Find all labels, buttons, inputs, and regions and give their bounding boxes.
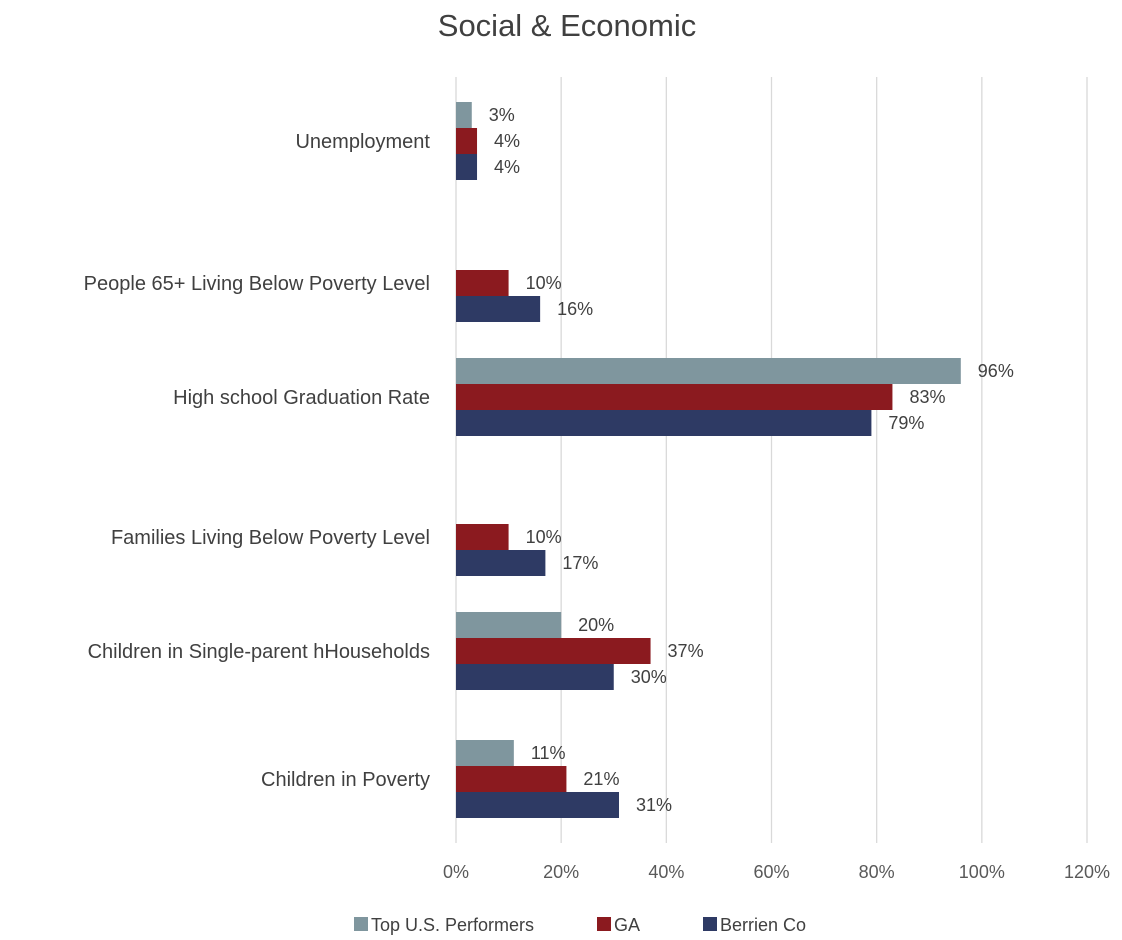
chart-title: Social & Economic bbox=[438, 8, 696, 43]
bar bbox=[456, 128, 478, 154]
category-label: People 65+ Living Below Poverty Level bbox=[84, 273, 430, 295]
data-label: 30% bbox=[631, 667, 667, 687]
data-label: 3% bbox=[489, 105, 515, 125]
data-label: 31% bbox=[636, 795, 672, 815]
x-tick-label: 80% bbox=[859, 862, 895, 882]
bar bbox=[456, 612, 562, 638]
x-tick-label: 0% bbox=[443, 862, 469, 882]
data-label: 10% bbox=[526, 273, 562, 293]
category-label: Families Living Below Poverty Level bbox=[111, 527, 430, 549]
legend-label: GA bbox=[614, 915, 640, 935]
data-label: 96% bbox=[978, 361, 1014, 381]
bar bbox=[456, 550, 546, 576]
bar bbox=[456, 766, 567, 792]
data-label: 83% bbox=[909, 387, 945, 407]
bar bbox=[456, 358, 961, 384]
data-label: 10% bbox=[526, 527, 562, 547]
x-tick-label: 100% bbox=[959, 862, 1005, 882]
x-tick-label: 120% bbox=[1064, 862, 1110, 882]
data-label: 4% bbox=[494, 131, 520, 151]
data-label: 17% bbox=[562, 553, 598, 573]
data-label: 79% bbox=[888, 413, 924, 433]
data-label: 37% bbox=[668, 641, 704, 661]
category-label: Children in Single-parent hHouseholds bbox=[88, 641, 430, 663]
legend-label: Top U.S. Performers bbox=[371, 915, 534, 935]
category-label: Unemployment bbox=[295, 131, 430, 153]
bar bbox=[456, 102, 472, 128]
x-tick-label: 40% bbox=[648, 862, 684, 882]
bar bbox=[456, 638, 651, 664]
bars bbox=[456, 102, 961, 818]
category-label: High school Graduation Rate bbox=[173, 387, 430, 409]
x-tick-label: 20% bbox=[543, 862, 579, 882]
data-label: 20% bbox=[578, 615, 614, 635]
bar bbox=[456, 270, 509, 296]
category-labels: Unemployment People 65+ Living Below Pove… bbox=[84, 131, 431, 791]
gridlines bbox=[455, 77, 1088, 843]
bar bbox=[456, 664, 614, 690]
bar bbox=[456, 410, 872, 436]
legend: Top U.S. Performers GA Berrien Co bbox=[354, 915, 806, 935]
legend-label: Berrien Co bbox=[720, 915, 806, 935]
bar bbox=[456, 154, 478, 180]
bar bbox=[456, 384, 893, 410]
data-label: 11% bbox=[531, 743, 566, 763]
data-label: 21% bbox=[583, 769, 619, 789]
x-tick-label: 60% bbox=[753, 862, 789, 882]
legend-swatch bbox=[703, 917, 717, 931]
data-label: 16% bbox=[557, 299, 593, 319]
bar bbox=[456, 296, 541, 322]
category-label: Children in Poverty bbox=[261, 769, 430, 791]
data-label: 4% bbox=[494, 157, 520, 177]
bar bbox=[456, 524, 509, 550]
bar bbox=[456, 740, 514, 766]
data-labels: 3% 96% 20% 11% 4% 10% 83% 10% 37% 21% 4% 16% 79% 17% 3… bbox=[489, 105, 1014, 815]
legend-swatch bbox=[354, 917, 368, 931]
bar bbox=[456, 792, 620, 818]
x-axis-tick-labels: 0% 20% 40% 60% 80% 100% 120% bbox=[443, 862, 1110, 882]
legend-swatch bbox=[597, 917, 611, 931]
